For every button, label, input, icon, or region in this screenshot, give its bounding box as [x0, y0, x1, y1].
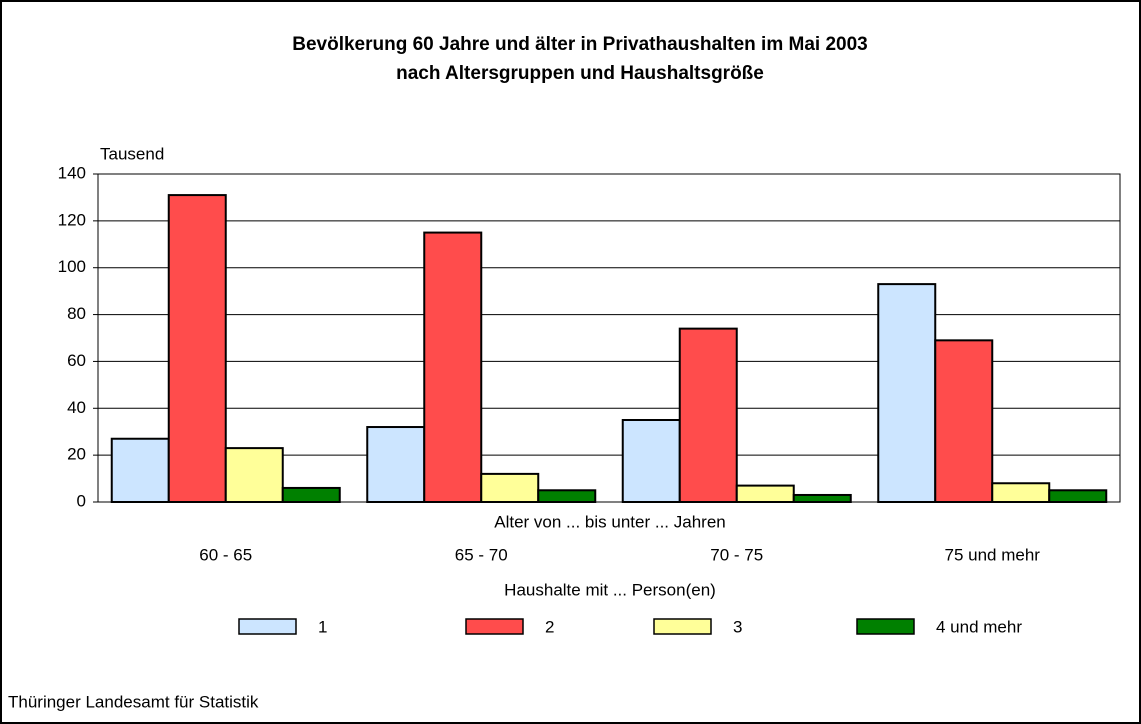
chart-subtitle: nach Altersgruppen und Haushaltsgröße [396, 63, 764, 84]
y-tick-label: 60 [67, 351, 86, 370]
bar [167, 194, 227, 503]
legend-title: Haushalte mit ... Person(en) [504, 580, 716, 599]
legend-swatch [238, 618, 297, 635]
y-tick-label: 0 [77, 491, 86, 510]
legend-swatch [653, 618, 712, 635]
legend-label: 4 und mehr [936, 617, 1022, 636]
x-axis-label: Alter von ... bis unter ... Jahren [494, 512, 726, 531]
y-tick-label: 100 [58, 257, 86, 276]
bar [934, 339, 994, 504]
y-tick-label: 140 [58, 163, 86, 182]
bar [792, 493, 852, 504]
legend-label: 3 [733, 617, 742, 636]
bar [366, 426, 426, 503]
x-tick-label: 75 und mehr [945, 545, 1041, 564]
x-tick-label: 65 - 70 [455, 545, 508, 564]
bar [877, 283, 937, 503]
bar [1048, 489, 1108, 503]
bar [480, 472, 540, 503]
legend-swatch [856, 618, 915, 635]
legend-label: 1 [318, 617, 327, 636]
bar [224, 447, 284, 504]
legend-label: 2 [545, 617, 554, 636]
source: Thüringer Landesamt für Statistik [8, 692, 259, 711]
x-tick-label: 70 - 75 [710, 545, 763, 564]
bar [735, 484, 795, 504]
bar [678, 327, 738, 503]
y-axis-label: Tausend [100, 144, 164, 163]
chart-title: Bevölkerung 60 Jahre und älter in Privat… [292, 34, 867, 55]
bar [991, 482, 1051, 503]
y-tick-label: 20 [67, 445, 86, 464]
bar [281, 486, 341, 504]
y-tick-label: 120 [58, 210, 86, 229]
y-tick-label: 40 [67, 398, 86, 417]
bar [537, 489, 597, 503]
bar [423, 231, 483, 503]
legend-swatch [465, 618, 524, 635]
bar [110, 437, 170, 503]
bar [621, 419, 681, 503]
x-tick-label: 60 - 65 [199, 545, 252, 564]
y-tick-label: 80 [67, 304, 86, 323]
